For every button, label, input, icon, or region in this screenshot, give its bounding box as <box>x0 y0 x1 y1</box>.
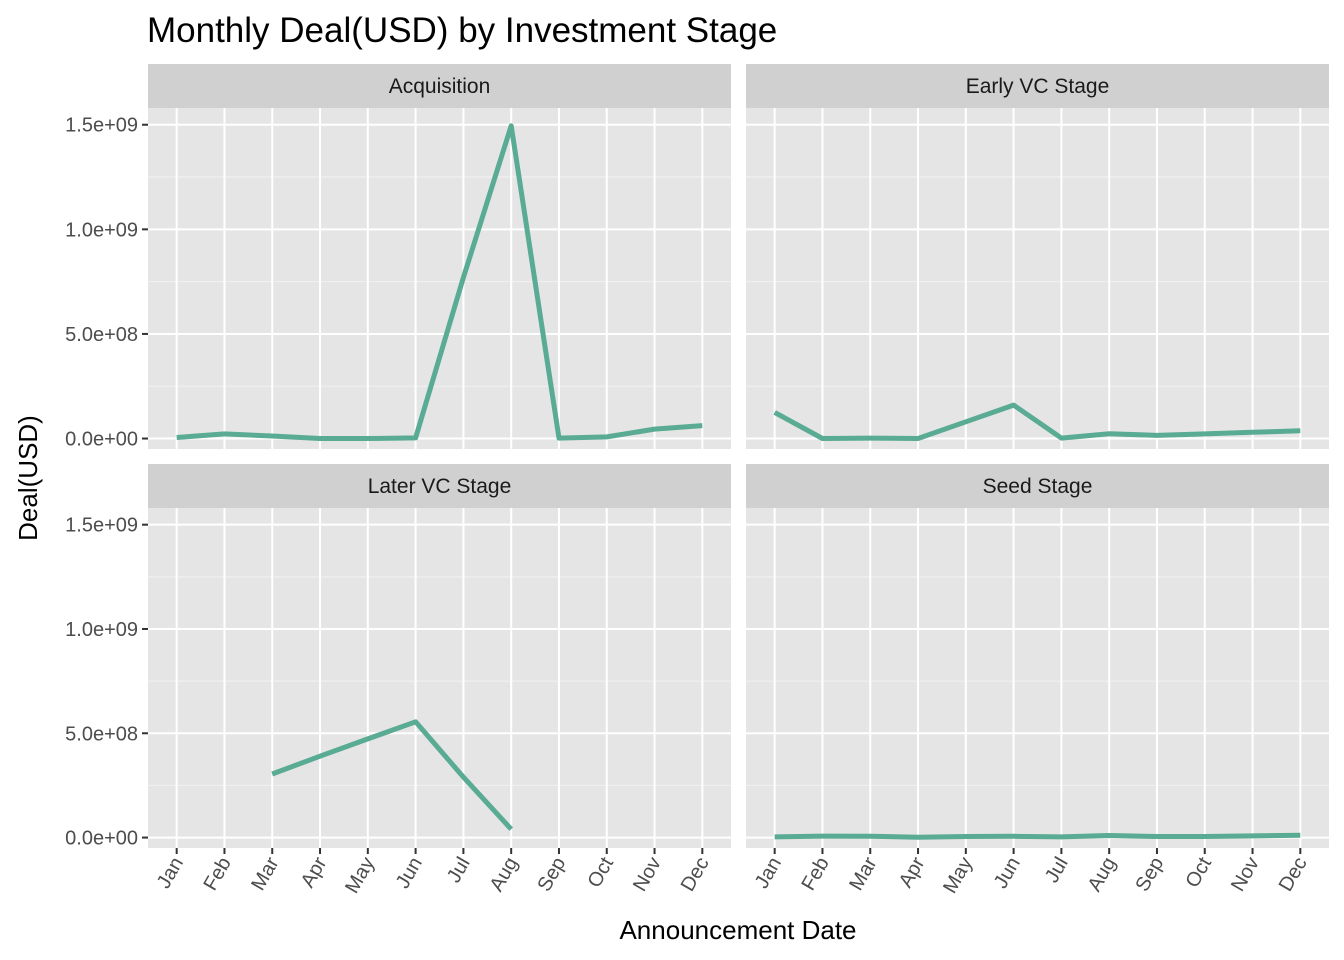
facet-panel-3: Later VC Stage 0.0e+00 5.0e+08 1.0e+09 1.5e+… <box>65 464 731 897</box>
x-tick-label: Mar <box>247 853 283 894</box>
x-tick-label: Jul <box>443 854 475 887</box>
y-tick-label: 0.0e+00 <box>65 429 138 451</box>
x-tick-label: Dec <box>1275 854 1312 896</box>
series-line <box>271 719 514 831</box>
x-tick-label: Apr <box>895 853 930 891</box>
facet-strip-label: Acquisition <box>389 75 491 98</box>
plot-panel <box>746 108 1329 449</box>
x-tick-label: Oct <box>1181 853 1216 891</box>
y-tick-label: 0.0e+00 <box>65 828 138 850</box>
y-tick-label: 1.5e+09 <box>65 115 138 137</box>
x-tick-label: Nov <box>1227 854 1264 896</box>
plot-panel <box>148 108 731 449</box>
series-line <box>176 123 703 441</box>
y-tick-label: 5.0e+08 <box>65 324 138 346</box>
x-tick-label: Feb <box>798 854 834 895</box>
x-tick-label: May <box>341 854 379 898</box>
facet-panel-1: Acquisition 0.0e+00 5.0e+08 1.0e+09 1.5e+09 <box>65 64 731 451</box>
x-tick-label: Jun <box>392 854 427 893</box>
x-tick-label: Jul <box>1041 854 1073 887</box>
y-tick-label: 1.0e+09 <box>65 619 138 641</box>
x-tick-label: Sep <box>1131 854 1168 896</box>
x-tick-label: Mar <box>845 853 881 894</box>
x-tick-label: Sep <box>533 854 570 896</box>
x-tick-label: Aug <box>1084 854 1121 896</box>
x-tick-label: Jan <box>751 854 786 893</box>
x-tick-label: Jun <box>990 854 1025 893</box>
facet-panels: Acquisition 0.0e+00 5.0e+08 1.0e+09 1.5e+09 E… <box>65 64 1329 897</box>
facet-strip-label: Later VC Stage <box>368 475 512 498</box>
plot-panel <box>746 508 1329 848</box>
facet-panel-4: Seed Stage Jan Feb Mar Apr May Jun Jul Aug Sep Oct… <box>746 464 1329 897</box>
x-tick-label: Feb <box>200 854 236 895</box>
x-tick-label: Oct <box>583 853 618 891</box>
x-tick-label: Aug <box>486 854 523 896</box>
facet-strip-label: Seed Stage <box>983 475 1093 498</box>
x-tick-label: Jan <box>153 854 188 893</box>
chart-title: Monthly Deal(USD) by Investment Stage <box>147 11 777 50</box>
facet-panel-2: Early VC Stage <box>746 64 1329 449</box>
x-tick-label: May <box>939 854 977 898</box>
y-tick-label: 1.0e+09 <box>65 219 138 241</box>
facet-strip <box>148 64 731 108</box>
y-axis-title: Deal(USD) <box>13 415 43 541</box>
facet-strip <box>746 464 1329 508</box>
x-tick-label: Apr <box>297 853 332 891</box>
series-line <box>773 402 1301 441</box>
y-tick-label: 1.5e+09 <box>65 515 138 537</box>
facet-strip-label: Early VC Stage <box>966 75 1110 98</box>
y-tick-label: 5.0e+08 <box>65 723 138 745</box>
x-axis-title: Announcement Date <box>619 915 856 945</box>
plot-panel <box>148 508 731 848</box>
series-line <box>774 832 1301 840</box>
facet-strip <box>746 64 1329 108</box>
x-tick-label: Dec <box>677 854 714 896</box>
x-tick-label: Nov <box>629 854 666 896</box>
facet-strip <box>148 464 731 508</box>
